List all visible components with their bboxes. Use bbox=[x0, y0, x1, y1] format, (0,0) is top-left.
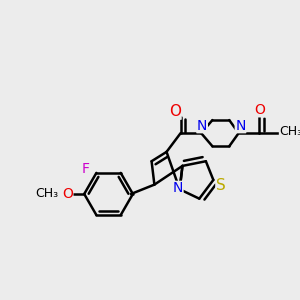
Text: N: N bbox=[235, 119, 246, 133]
Text: O: O bbox=[62, 187, 73, 201]
Text: O: O bbox=[169, 104, 181, 119]
Text: N: N bbox=[172, 182, 183, 195]
Text: CH₃: CH₃ bbox=[279, 125, 300, 138]
Text: F: F bbox=[81, 162, 89, 176]
Text: S: S bbox=[216, 178, 226, 193]
Text: CH₃: CH₃ bbox=[35, 188, 58, 200]
Text: O: O bbox=[255, 103, 266, 117]
Text: N: N bbox=[197, 119, 207, 133]
